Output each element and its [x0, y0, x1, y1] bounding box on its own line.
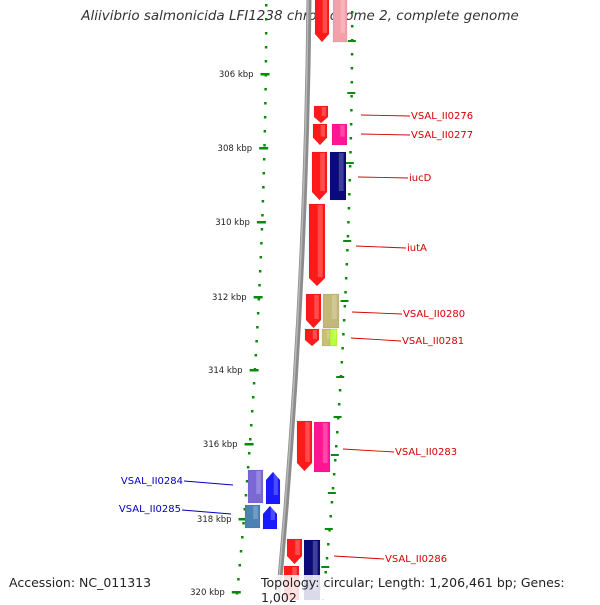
- axis-tick: [244, 443, 254, 446]
- axis-tick: [259, 147, 269, 150]
- gene-feature: [247, 469, 264, 504]
- axis-tick-label: 316 kbp: [203, 440, 238, 450]
- gene-feature: [296, 420, 313, 472]
- accession-text: Accession: NC_011313: [9, 575, 152, 590]
- gene-feature: [321, 328, 332, 347]
- gene-label-iucd: iucD: [409, 173, 432, 184]
- gene-feature: [331, 123, 348, 146]
- gene-leader-line: [350, 337, 402, 342]
- axis-tick-label: 314 kbp: [208, 366, 243, 376]
- gene-feature: [312, 123, 328, 146]
- gene-label-vsal_ii0285: VSAL_II0285: [119, 504, 181, 515]
- gene-feature: [313, 421, 331, 473]
- gene-feature: [329, 328, 338, 347]
- gene-label-vsal_ii0284: VSAL_II0284: [121, 476, 183, 487]
- gene-feature: [304, 328, 320, 347]
- map-title: Aliivibrio salmonicida LFI1238 chromosom…: [81, 8, 519, 24]
- gene-leader-line: [183, 480, 234, 486]
- gene-label-vsal_ii0283: VSAL_II0283: [395, 447, 457, 458]
- gene-feature: [305, 293, 322, 329]
- gene-leader-line: [357, 176, 409, 179]
- gene-feature: [314, 0, 330, 43]
- gene-feature: [265, 471, 281, 505]
- gene-feature: [311, 151, 328, 201]
- gene-leader-line: [360, 114, 411, 117]
- gene-leader-line: [333, 555, 385, 560]
- gene-label-vsal_ii0286: VSAL_II0286: [385, 554, 447, 565]
- gene-leader-line: [351, 311, 403, 315]
- axis-tick: [260, 73, 270, 76]
- axis-tick: [238, 518, 248, 521]
- gene-feature: [244, 504, 261, 529]
- gene-feature: [262, 505, 278, 530]
- gene-label-vsal_ii0280: VSAL_II0280: [403, 309, 465, 320]
- gene-leader-line: [181, 509, 232, 515]
- gene-label-iuta: iutA: [407, 243, 427, 254]
- gene-feature: [286, 538, 303, 565]
- axis-tick-label: 318 kbp: [197, 515, 232, 525]
- gene-label-vsal_ii0277: VSAL_II0277: [411, 130, 473, 141]
- axis-tick: [253, 296, 263, 299]
- gene-feature: [313, 105, 329, 124]
- axis-tick-label: 310 kbp: [215, 218, 250, 228]
- axis-tick: [249, 369, 259, 372]
- genome-summary-text: Topology: circular; Length: 1,206,461 bp…: [261, 575, 600, 605]
- gene-feature: [332, 0, 348, 43]
- gene-label-vsal_ii0281: VSAL_II0281: [402, 336, 464, 347]
- gene-feature: [329, 151, 347, 201]
- axis-tick-label: 320 kbp: [190, 588, 225, 598]
- gene-leader-line: [360, 133, 411, 136]
- axis-tick-label: 306 kbp: [219, 70, 254, 80]
- gene-label-vsal_ii0276: VSAL_II0276: [411, 111, 473, 122]
- gene-feature: [322, 293, 340, 329]
- gene-leader-line: [355, 245, 407, 249]
- axis-tick: [256, 221, 266, 224]
- axis-tick: [231, 591, 241, 594]
- axis-tick-label: 312 kbp: [212, 293, 247, 303]
- axis-tick-label: 308 kbp: [218, 144, 253, 154]
- gene-feature: [308, 203, 326, 287]
- gene-leader-line: [342, 448, 395, 453]
- chromosome-backbone: [275, 0, 312, 600]
